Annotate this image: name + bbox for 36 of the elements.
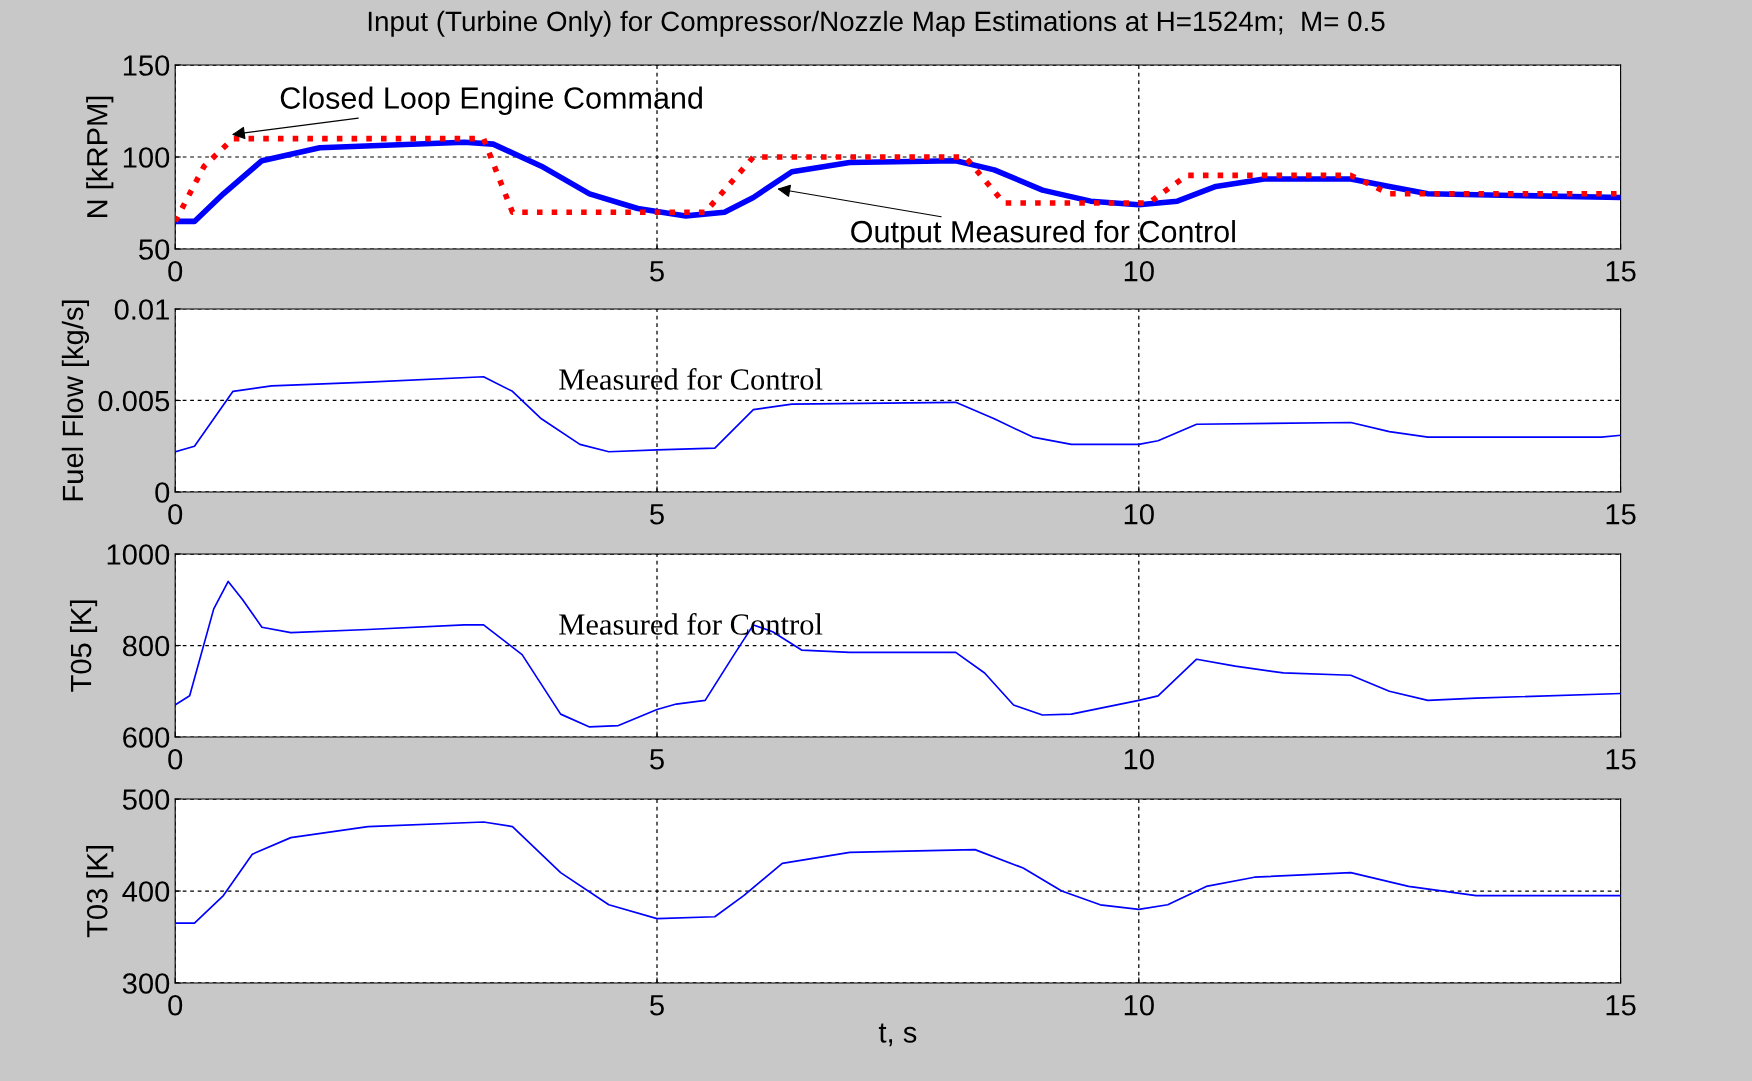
x-tick-label: 5 (650, 504, 664, 525)
chart-title: Input (Turbine Only) for Compressor/Nozzle Map Estimations at H=1524m; M= 0.5 (368, 10, 1385, 37)
x-axis-title: t, s (878, 1023, 917, 1047)
y-tick-label: 400 (122, 881, 170, 902)
y-axis-title: N [kRPM] (86, 96, 114, 217)
x-tick-label: 10 (1124, 503, 1154, 525)
y-axis-title: T03 [K] (86, 846, 114, 938)
x-tick-label: 15 (1606, 261, 1636, 282)
y-tick-label: 300 (122, 973, 170, 994)
x-tick-label: 5 (650, 749, 664, 770)
annotation: Output Measured for Control (851, 220, 1235, 249)
x-tick-label: 15 (1606, 504, 1636, 525)
y-axis-title: Fuel Flow [kg/s] (61, 300, 90, 501)
annotation: Closed Loop Engine Command (280, 86, 702, 115)
y-tick-label: 800 (122, 635, 170, 657)
x-tick-label: 15 (1606, 749, 1636, 770)
x-tick-label: 10 (1124, 994, 1154, 1016)
x-tick-label: 5 (650, 261, 664, 282)
line-series (175, 821, 1621, 925)
line-series (175, 580, 1621, 728)
y-tick-label: 0.005 (98, 390, 170, 412)
y-tick-label: 150 (123, 55, 170, 76)
y-tick-label: 0 (155, 482, 170, 503)
annotation: Measured for Control (559, 368, 823, 390)
y-tick-label: 0.01 (114, 299, 169, 320)
x-tick-label: 10 (1124, 260, 1154, 282)
y-tick-label: 50 (139, 239, 170, 260)
y-tick-label: 100 (123, 147, 170, 168)
y-tick-label: 1000 (107, 544, 170, 565)
y-tick-label: 600 (123, 727, 170, 748)
annotation: Measured for Control (559, 613, 823, 635)
x-tick-label: 15 (1606, 995, 1636, 1016)
y-axis-title: T05 [K] (69, 600, 98, 692)
x-tick-label: 10 (1124, 748, 1154, 770)
y-tick-label: 500 (122, 789, 170, 810)
x-tick-label: 5 (650, 995, 664, 1016)
